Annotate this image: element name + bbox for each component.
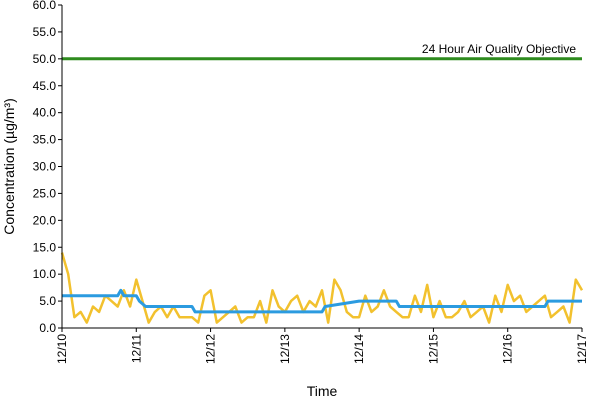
x-tick-label: 12/15	[426, 334, 440, 364]
x-tick-label: 12/17	[575, 334, 589, 364]
x-tick-label: 12/11	[129, 334, 143, 363]
y-tick-label: 5.0	[39, 294, 56, 308]
y-tick-label: 30.0	[33, 160, 57, 174]
y-tick-label: 0.0	[39, 321, 56, 335]
y-tick-label: 45.0	[33, 79, 57, 93]
series-line-hourly	[60, 252, 584, 324]
series-layer	[60, 57, 584, 324]
x-axis-title: Time	[307, 383, 338, 399]
x-axis-ticks: 12/10 12/11 12/12 12/13 12/14 12/15 12/16 12/17	[55, 328, 589, 364]
y-tick-label: 40.0	[33, 106, 57, 120]
x-tick-label: 12/12	[204, 334, 218, 364]
y-tick-label: 35.0	[33, 133, 57, 147]
series-line-24-hour-average	[62, 288, 582, 314]
y-tick-label: 55.0	[33, 25, 57, 39]
x-tick-label: 12/10	[55, 334, 69, 364]
y-tick-label: 25.0	[33, 186, 57, 200]
y-tick-label: 20.0	[33, 213, 57, 227]
y-tick-label: 60.0	[33, 0, 57, 12]
y-tick-label: 50.0	[33, 52, 57, 66]
x-tick-label: 12/13	[278, 334, 292, 364]
y-axis-title: Concentration (µg/m³)	[1, 98, 17, 234]
x-tick-label: 12/16	[501, 334, 515, 364]
objective-annotation: 24 Hour Air Quality Objective	[422, 42, 576, 56]
y-tick-label: 10.0	[33, 267, 57, 281]
y-tick-label: 15.0	[33, 240, 57, 254]
y-axis-ticks: 0.0 5.0 10.0 15.0 20.0 25.0 30.0 35.0 40.0 45.0 50…	[33, 0, 62, 335]
x-tick-label: 12/14	[352, 334, 366, 364]
